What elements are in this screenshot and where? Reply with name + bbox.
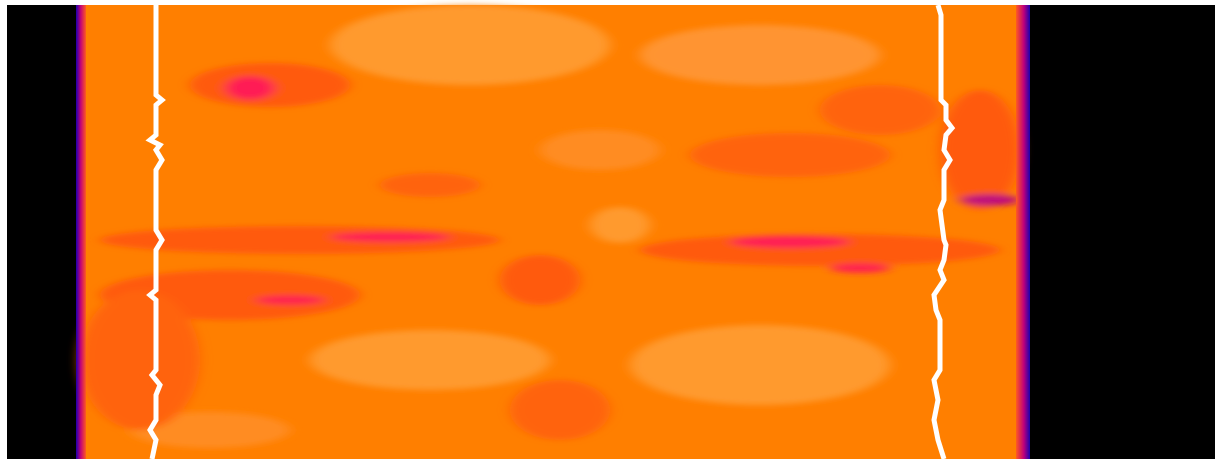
hot-region xyxy=(80,290,200,430)
warm-region xyxy=(630,325,890,405)
peak-region xyxy=(830,263,890,273)
warm-region xyxy=(590,207,650,243)
peak-region xyxy=(960,194,1020,206)
page xyxy=(0,0,1215,461)
warm-region xyxy=(330,5,610,85)
hot-region xyxy=(820,85,940,135)
warm-region xyxy=(640,25,880,85)
heatmap-view xyxy=(0,0,1215,461)
hot-region xyxy=(690,133,890,177)
hot-region xyxy=(940,90,1020,210)
right-edge xyxy=(1016,5,1030,459)
peak-region xyxy=(730,236,850,248)
hot-region xyxy=(510,380,610,440)
peak-region xyxy=(255,295,325,305)
warm-region xyxy=(540,130,660,170)
peak-region xyxy=(330,232,450,242)
warm-region xyxy=(310,330,550,390)
hot-region xyxy=(380,173,480,197)
left-edge xyxy=(76,5,86,459)
hot-region xyxy=(500,255,580,305)
peak-region xyxy=(225,76,275,100)
